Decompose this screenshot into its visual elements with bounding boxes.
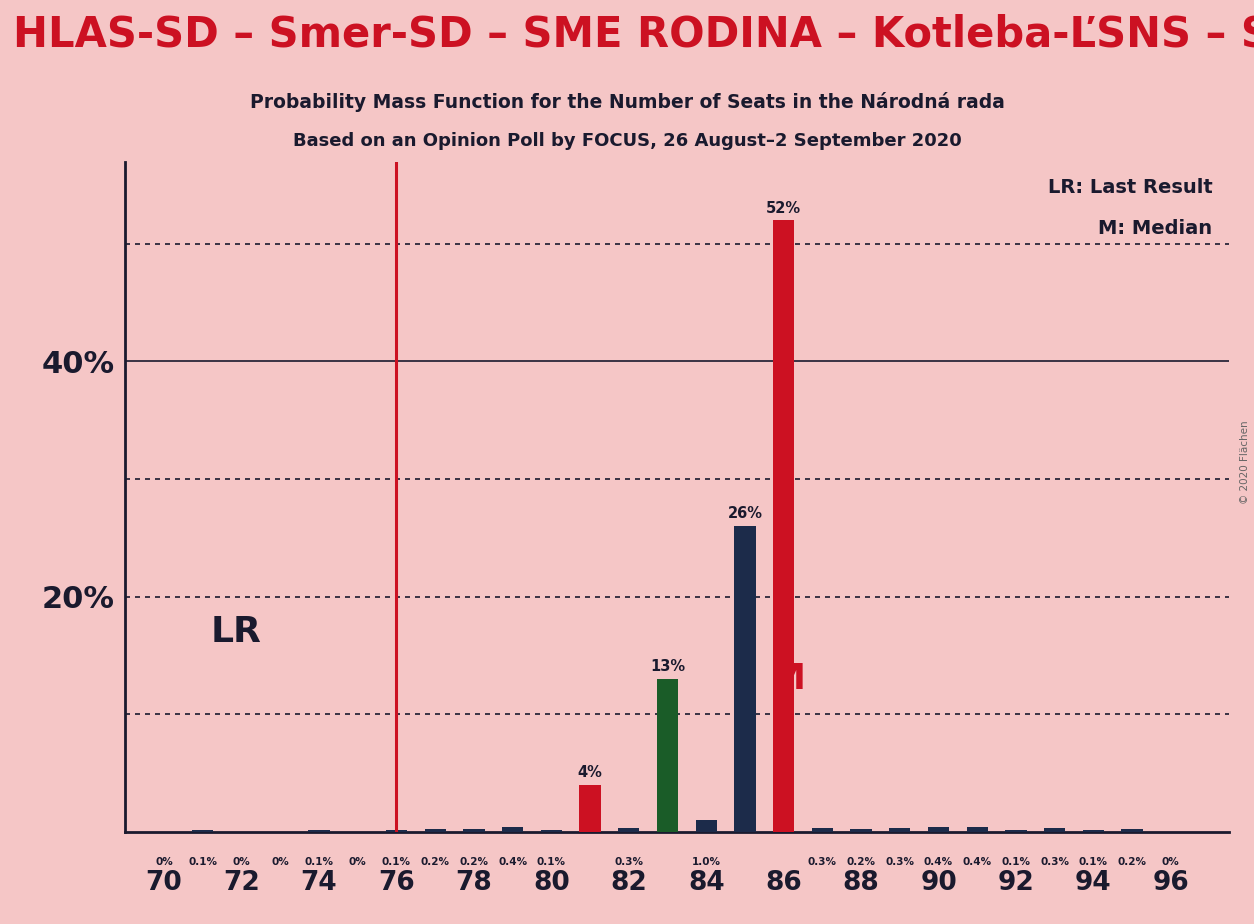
Text: 0.4%: 0.4% bbox=[924, 857, 953, 868]
Text: 0%: 0% bbox=[155, 857, 173, 868]
Text: 0.2%: 0.2% bbox=[846, 857, 875, 868]
Bar bbox=[386, 831, 408, 832]
Bar bbox=[967, 827, 988, 832]
Text: 52%: 52% bbox=[766, 201, 801, 216]
Text: 0.3%: 0.3% bbox=[614, 857, 643, 868]
Bar bbox=[1082, 831, 1104, 832]
Bar bbox=[1006, 831, 1027, 832]
Text: 0.1%: 0.1% bbox=[537, 857, 566, 868]
Text: 0.3%: 0.3% bbox=[885, 857, 914, 868]
Text: 0%: 0% bbox=[349, 857, 366, 868]
Bar bbox=[772, 221, 794, 832]
Bar bbox=[889, 828, 910, 832]
Bar bbox=[657, 679, 678, 832]
Text: 0%: 0% bbox=[1162, 857, 1180, 868]
Text: 0.3%: 0.3% bbox=[1040, 857, 1070, 868]
Bar bbox=[192, 831, 213, 832]
Text: 0.1%: 0.1% bbox=[188, 857, 217, 868]
Text: 26%: 26% bbox=[727, 506, 762, 521]
Text: M: M bbox=[770, 662, 806, 696]
Text: © 2020 Flächen: © 2020 Flächen bbox=[1240, 420, 1250, 504]
Bar bbox=[618, 828, 640, 832]
Text: 0.3%: 0.3% bbox=[808, 857, 836, 868]
Text: 0.2%: 0.2% bbox=[459, 857, 488, 868]
Bar bbox=[850, 829, 872, 832]
Text: 1.0%: 1.0% bbox=[692, 857, 721, 868]
Text: Based on an Opinion Poll by FOCUS, 26 August–2 September 2020: Based on an Opinion Poll by FOCUS, 26 Au… bbox=[292, 132, 962, 150]
Bar bbox=[308, 831, 330, 832]
Bar bbox=[811, 828, 833, 832]
Bar bbox=[928, 827, 949, 832]
Text: 0.4%: 0.4% bbox=[498, 857, 527, 868]
Text: 4%: 4% bbox=[578, 765, 602, 780]
Bar bbox=[502, 827, 523, 832]
Text: Probability Mass Function for the Number of Seats in the Národná rada: Probability Mass Function for the Number… bbox=[250, 92, 1004, 113]
Bar bbox=[735, 526, 756, 832]
Text: 0.2%: 0.2% bbox=[1117, 857, 1146, 868]
Text: 0.1%: 0.1% bbox=[1078, 857, 1107, 868]
Text: LR: LR bbox=[211, 614, 262, 649]
Text: LR: Last Result: LR: Last Result bbox=[1047, 178, 1213, 198]
Text: 0.4%: 0.4% bbox=[963, 857, 992, 868]
Text: 0.1%: 0.1% bbox=[305, 857, 334, 868]
Bar bbox=[1045, 828, 1066, 832]
Text: M: Median: M: Median bbox=[1099, 219, 1213, 237]
Bar bbox=[425, 829, 446, 832]
Text: 0.1%: 0.1% bbox=[1002, 857, 1031, 868]
Bar bbox=[696, 820, 717, 832]
Text: 0.1%: 0.1% bbox=[382, 857, 411, 868]
Bar bbox=[540, 831, 562, 832]
Bar bbox=[1121, 829, 1142, 832]
Bar bbox=[463, 829, 484, 832]
Text: 0%: 0% bbox=[271, 857, 290, 868]
Text: 0.2%: 0.2% bbox=[420, 857, 450, 868]
Text: 13%: 13% bbox=[650, 659, 685, 675]
Bar bbox=[579, 784, 601, 832]
Text: HLAS-SD – Smer-SD – SME RODINA – Kotleba-ĽSNS – S: HLAS-SD – Smer-SD – SME RODINA – Kotleba… bbox=[13, 14, 1254, 55]
Text: 0%: 0% bbox=[233, 857, 251, 868]
